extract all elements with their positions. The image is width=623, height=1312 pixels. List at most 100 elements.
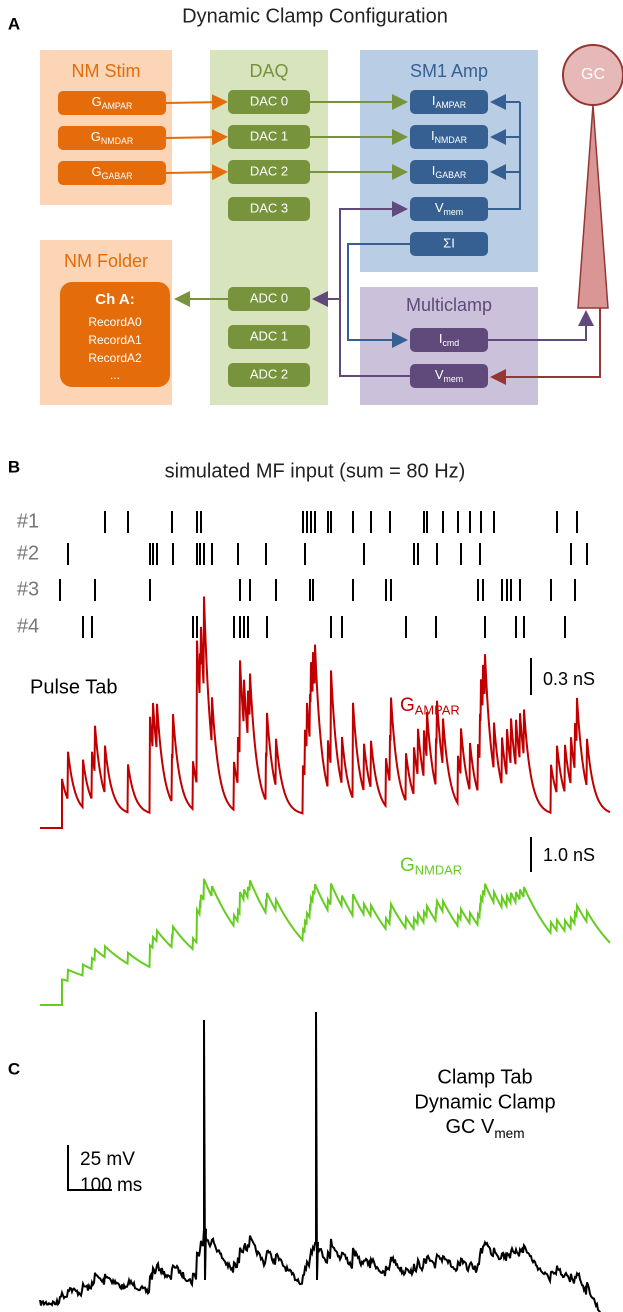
label-base: I [432,93,436,108]
folder-channel: Ch A: [95,291,134,308]
mc-label: Icmd [439,331,459,348]
arrow [165,94,228,111]
gc-label: GC [581,66,605,83]
trace [39,1011,602,1312]
label-base: G [91,164,101,179]
trace-label: GAMPAR [400,695,460,718]
label-sub: cmd [442,338,459,348]
dac-label: DAC 2 [250,163,288,178]
button [58,161,166,185]
adc-label: ADC 0 [250,290,288,305]
folder-record: ... [110,368,120,382]
scale-label: 1.0 nS [543,845,595,865]
label-sub: mem [444,207,464,217]
label-sub: NMDAR [435,135,467,145]
box-title: DAQ [249,61,288,81]
figure-title: Dynamic Clamp Configuration [182,5,448,27]
button [228,287,310,311]
box-title: SM1 Amp [410,61,488,81]
scale-label: 25 mV [80,1149,135,1170]
label-base: I [439,331,443,346]
arrow [165,129,228,146]
folder-box [60,282,170,387]
button [228,363,310,387]
button [58,126,166,150]
arrow [347,243,410,348]
button [228,325,310,349]
neuron-dendrite [577,104,609,309]
scale-label: 0.3 nS [543,669,595,689]
folder-record: RecordA2 [88,351,142,365]
panel-label: C [8,1059,20,1078]
button [410,125,488,149]
label-sub: AMPAR [102,101,133,111]
button [228,197,310,221]
annotation: Clamp Tab [437,1066,532,1088]
dac-label: DAC 1 [250,128,288,143]
label-sub: GABAR [102,171,133,181]
label-sub: GABAR [435,170,466,180]
amp-label: ΣI [443,235,455,250]
trace-label: GNMDAR [400,855,462,878]
row-label: #1 [17,510,39,532]
arrow [339,201,410,377]
label-base: V [435,367,444,382]
label-base: G [400,695,415,716]
amp-label: IAMPAR [432,93,466,110]
button [410,160,488,184]
dac-label: DAC 0 [250,93,288,108]
adc-label: ADC 2 [250,366,288,381]
row-label: #2 [17,542,39,564]
label-base: I [432,163,436,178]
label-base: G [92,94,102,109]
trace [40,596,611,829]
row-label: #3 [17,578,39,600]
panel-title: simulated MF input (sum = 80 Hz) [165,460,466,482]
dac-label: DAC 3 [250,200,288,215]
arrow [165,164,228,181]
label-base: G [400,855,415,876]
stim-label: GAMPAR [92,94,133,111]
button [228,160,310,184]
trace [40,878,611,1006]
box-title: NM Stim [72,61,141,81]
label-sub: NMDAR [101,136,133,146]
amp-label: IGABAR [432,163,467,180]
mc-label: Vmem [435,367,463,384]
stim-label: GNMDAR [91,129,134,146]
label-base: V [435,200,444,215]
amp-label: INMDAR [431,128,467,145]
row-label: #4 [17,615,39,637]
label-sub: NMDAR [415,863,462,878]
adc-label: ADC 1 [250,328,288,343]
button [228,90,310,114]
stim-label: GGABAR [91,164,132,181]
panel-label: A [8,14,20,33]
button [410,90,488,114]
label-base: GC V [445,1116,495,1138]
folder-record: RecordA1 [88,333,142,347]
label-sub: mem [494,1126,524,1141]
neuron-soma [562,44,623,106]
scale-label: 100 ms [80,1175,142,1196]
trace-title: Pulse Tab [30,676,117,698]
label-sub: AMPAR [435,100,466,110]
label-sub: mem [444,374,464,384]
label-base: G [91,129,101,144]
button [410,232,488,256]
scale-bar [67,1145,112,1191]
box-title: Multiclamp [406,295,492,315]
annotation: Dynamic Clamp [414,1091,555,1113]
button [228,125,310,149]
label-base: I [431,128,435,143]
button [410,364,488,388]
arrow [490,308,601,385]
amp-label: Vmem [435,200,463,217]
folder-record: RecordA0 [88,315,142,329]
button [410,197,488,221]
button [58,91,166,115]
button [410,328,488,352]
panel-label: B [8,457,20,476]
arrow [488,310,594,341]
